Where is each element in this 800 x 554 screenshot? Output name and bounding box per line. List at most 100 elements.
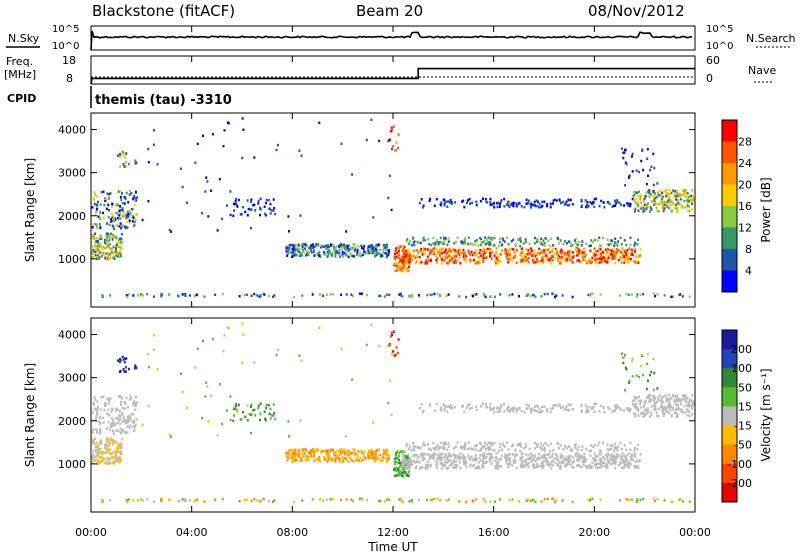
power-cell	[680, 198, 682, 201]
power-cell	[625, 202, 628, 205]
velocity-cell	[430, 455, 433, 459]
velocity-cell	[302, 455, 305, 459]
velocity-cell	[478, 466, 481, 470]
velocity-cell	[664, 405, 667, 409]
velocity-cell	[667, 400, 670, 403]
velocity-cell	[129, 417, 132, 420]
power-cell	[456, 251, 459, 255]
velocity-cell	[668, 401, 671, 405]
velocity-cell	[91, 431, 94, 434]
power-cell	[574, 238, 577, 241]
velocity-cell	[105, 447, 108, 451]
power-cell	[96, 250, 99, 253]
velocity-cell	[326, 460, 329, 463]
power-cell	[415, 260, 418, 264]
power-cell	[645, 191, 648, 195]
velocity-cell	[115, 409, 118, 412]
power-cell	[591, 256, 594, 260]
power-cell	[662, 209, 665, 213]
power-cell	[409, 260, 412, 263]
power-cell	[455, 254, 458, 258]
power-cell	[111, 234, 114, 238]
power-cell	[229, 190, 232, 193]
velocity-cell	[183, 498, 186, 502]
velocity-cell	[373, 457, 376, 460]
velocity-cell	[249, 413, 252, 416]
power-cell	[620, 252, 623, 256]
power-cell	[438, 250, 441, 253]
velocity-cell	[520, 410, 523, 413]
velocity-cell	[549, 449, 552, 453]
power-cell	[564, 260, 566, 263]
velocity-cell	[557, 464, 560, 467]
power-cell	[133, 194, 136, 198]
power-cell	[135, 213, 138, 216]
power-cell	[118, 155, 121, 159]
velocity-cell	[121, 414, 124, 417]
velocity-cell	[422, 455, 425, 459]
velocity-cell	[474, 448, 477, 451]
velocity-cell	[628, 464, 631, 467]
velocity-cell	[510, 445, 513, 448]
velocity-cell	[401, 454, 404, 458]
power-cell	[499, 240, 501, 244]
power-cell	[242, 128, 245, 131]
power-cell	[107, 244, 109, 248]
power-cell	[388, 138, 391, 142]
velocity-cell	[593, 410, 596, 414]
velocity-cell	[656, 498, 659, 501]
velocity-cell	[555, 499, 558, 502]
power-cell	[481, 259, 484, 262]
velocity-cell	[105, 451, 108, 454]
power-cell	[623, 259, 626, 262]
power-cell	[486, 247, 489, 251]
velocity-cell	[110, 425, 113, 428]
power-cell	[108, 223, 111, 227]
velocity-cell	[625, 497, 628, 501]
velocity-cell	[650, 370, 653, 374]
power-cell	[536, 253, 539, 257]
velocity-cell	[597, 462, 600, 466]
velocity-cell	[531, 498, 534, 502]
power-cell	[451, 202, 454, 205]
velocity-cell	[644, 399, 647, 403]
power-cell	[536, 200, 539, 203]
colorbar-tick-label: 16	[738, 200, 752, 213]
velocity-cell	[615, 407, 617, 411]
power-cell	[601, 255, 604, 259]
velocity-cell	[404, 462, 407, 466]
velocity-cell	[179, 372, 182, 375]
power-cell	[116, 245, 119, 248]
velocity-cell	[490, 453, 493, 456]
velocity-cell	[127, 417, 130, 421]
velocity-cell	[536, 462, 538, 466]
power-cell	[590, 244, 592, 247]
velocity-cell	[433, 447, 436, 450]
velocity-cell	[604, 464, 607, 468]
power-cell	[328, 250, 331, 253]
power-cell	[411, 295, 414, 299]
velocity-cell	[363, 455, 366, 458]
velocity-cell	[674, 395, 677, 398]
power-cell	[675, 207, 678, 210]
power-cell	[618, 201, 621, 204]
power-cell	[635, 191, 638, 194]
velocity-cell	[106, 437, 108, 440]
velocity-cell	[635, 500, 638, 503]
velocity-cell	[93, 442, 96, 446]
power-cell	[341, 250, 344, 254]
power-cell	[301, 249, 304, 252]
power-cell	[606, 254, 609, 258]
velocity-cell	[118, 419, 121, 422]
velocity-cell	[500, 465, 502, 468]
velocity-cell	[563, 457, 566, 460]
power-cell	[95, 240, 98, 243]
velocity-cell	[422, 444, 425, 447]
velocity-cell	[545, 459, 548, 462]
velocity-cell	[415, 465, 418, 469]
velocity-cell	[360, 449, 363, 453]
velocity-cell	[523, 459, 526, 462]
power-cell	[406, 255, 409, 258]
power-cell	[464, 238, 467, 241]
power-cell	[578, 249, 581, 252]
